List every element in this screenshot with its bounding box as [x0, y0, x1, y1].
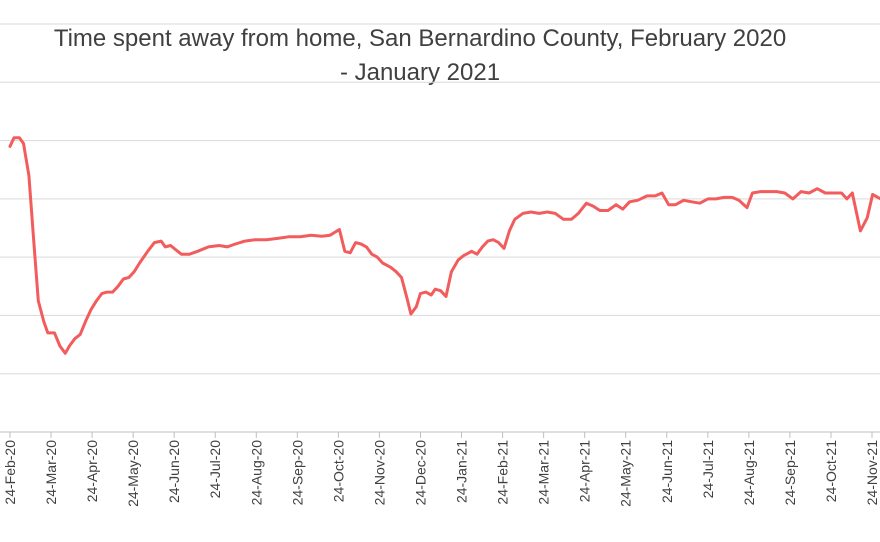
x-tick-label: 24-Dec-20: [412, 440, 428, 506]
x-tick-label: 24-Jun-20: [166, 440, 182, 503]
x-tick-label: 24-Feb-20: [2, 440, 18, 505]
chart-title: Time spent away from home, San Bernardin…: [0, 22, 840, 90]
x-axis: 24-Feb-20 24-Mar-20 24-Apr-20 24-May-20 24-J…: [2, 432, 880, 507]
x-tick-label: 24-Nov-21: [864, 440, 880, 506]
gridlines: [0, 23, 880, 433]
x-tick-label: 24-Oct-20: [330, 440, 346, 502]
x-tick-label: 24-Sep-20: [289, 440, 305, 506]
x-tick-label: 24-Jan-21: [454, 440, 470, 503]
x-tick-label: 24-Aug-21: [741, 440, 757, 506]
x-tick-label: 24-Oct-21: [823, 440, 839, 502]
x-tick-label: 24-Jun-21: [659, 440, 675, 503]
x-tick-label: 24-Sep-21: [782, 440, 798, 506]
x-tick-label: 24-May-20: [125, 440, 141, 507]
x-tick-label: 24-Apr-21: [577, 440, 593, 502]
x-tick-label: 24-Aug-20: [248, 440, 264, 506]
series-group: [8, 136, 880, 355]
x-tick-label: 24-Mar-20: [43, 440, 59, 505]
chart-title-line-2: - January 2021: [339, 59, 501, 86]
chart-title-line-1: Time spent away from home, San Bernardin…: [53, 25, 787, 52]
x-tick-label: 24-Jul-20: [207, 440, 223, 499]
x-tick-label: 24-Jul-21: [700, 440, 716, 499]
x-tick-label: 24-May-21: [618, 440, 634, 507]
x-tick-label: 24-Feb-21: [495, 440, 511, 505]
x-tick-label: 24-Mar-21: [536, 440, 552, 505]
series-line: [8, 136, 880, 355]
x-tick-label: 24-Apr-20: [84, 440, 100, 502]
x-tick-label: 24-Nov-20: [371, 440, 387, 506]
